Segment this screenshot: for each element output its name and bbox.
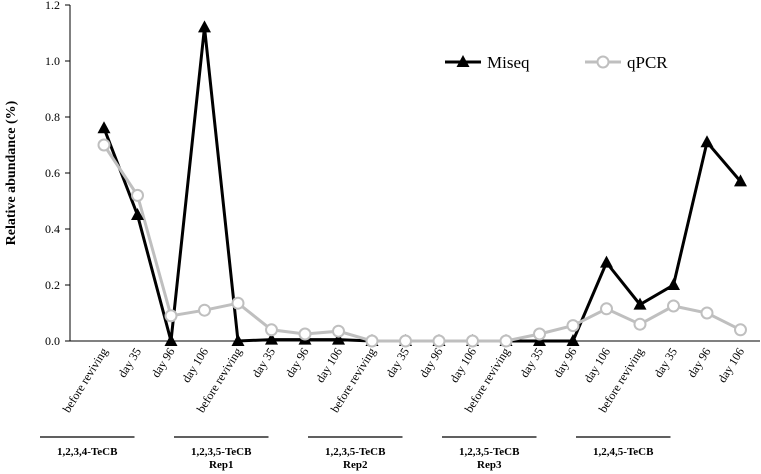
group-label: Rep1 [209,459,233,471]
data-point [734,174,747,187]
data-point [734,323,747,337]
data-point [198,303,211,317]
x-tick-label: day 96 [417,345,446,380]
data-point [332,324,345,338]
data-point [365,334,379,348]
data-point [600,302,613,316]
group-label: 1,2,3,5-TeCB [325,446,386,458]
data-point [131,208,144,220]
x-tick-label: day 106 [581,345,613,385]
legend-label: Miseq [487,53,530,72]
x-tick-label: day 35 [517,345,546,380]
data-point [700,306,714,320]
data-point [566,319,580,333]
x-tick-label: day 96 [149,345,178,380]
y-tick-label: 0.4 [45,222,60,236]
x-tick-label: day 96 [551,345,580,380]
x-tick-label: day 96 [283,345,312,380]
y-tick-label: 1.2 [45,0,60,12]
data-point [332,332,345,345]
data-point [499,334,513,348]
x-tick-label: day 35 [115,345,144,380]
data-point [231,296,245,310]
y-tick-label: 0.8 [45,110,60,124]
x-tick-label: day 35 [383,345,412,380]
data-point [600,255,613,268]
data-point [700,135,714,148]
data-point [198,20,211,33]
group-label: Rep3 [477,459,502,471]
data-point [265,323,278,337]
y-tick-label: 0.2 [45,278,60,292]
data-point [466,334,479,348]
group-label: 1,2,3,5-TeCB [191,446,252,458]
group-label: 1,2,4,5-TeCB [593,446,654,458]
legend-label: qPCR [627,53,668,72]
x-tick-label: before reviving [60,345,111,415]
x-tick-label: day 106 [715,345,747,385]
y-tick-label: 0.0 [45,334,60,348]
y-axis-title: Relative abundance (%) [4,100,19,245]
group-label: 1,2,3,5-TeCB [459,446,520,458]
x-tick-label: day 96 [685,345,714,380]
data-point [399,334,412,348]
data-point [667,299,680,313]
data-point [298,327,312,341]
data-point [97,121,111,134]
series-line [102,27,742,343]
data-point [667,278,680,290]
data-point [432,334,446,348]
y-tick-label: 0.6 [45,166,60,180]
group-label: 1,2,3,4-TeCB [57,446,118,458]
x-tick-label: day 106 [179,345,211,385]
group-label: Rep2 [343,459,368,471]
data-point [164,309,178,323]
x-tick-label: day 35 [651,345,680,380]
legend-marker [456,55,470,67]
legend-marker [596,55,610,69]
x-tick-label: day 106 [313,345,345,385]
data-point [131,188,144,202]
data-point [231,334,245,346]
data-point [164,334,178,346]
data-point [265,332,278,345]
y-tick-label: 1.0 [45,54,60,68]
data-point [97,138,111,152]
data-point [633,297,647,310]
data-point [566,334,580,346]
data-point [533,327,546,341]
x-tick-label: day 35 [249,345,278,380]
x-tick-label: day 106 [447,345,479,385]
data-point [633,317,647,331]
